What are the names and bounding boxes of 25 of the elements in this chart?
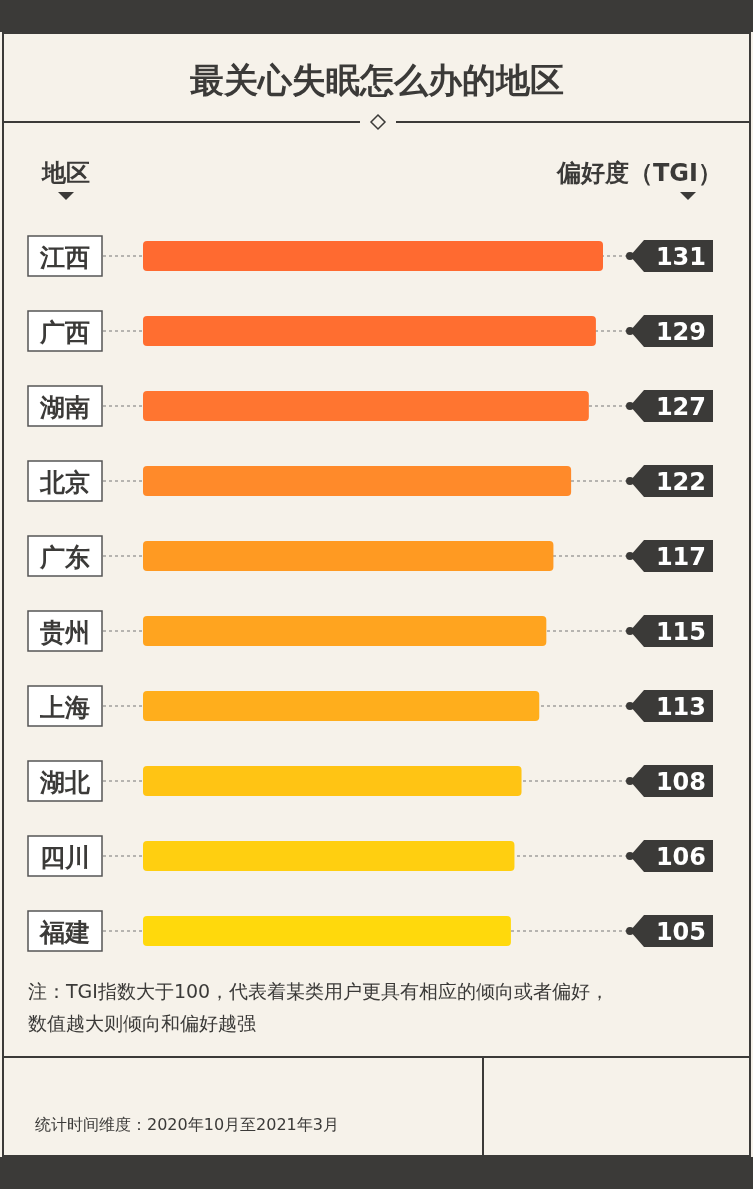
y-axis-title: 地区 [41, 159, 90, 187]
x-axis-title: 偏好度（TGI） [556, 159, 722, 187]
y-tick-label: 四川 [40, 843, 90, 872]
data-label: 106 [655, 843, 706, 871]
data-label: 131 [655, 243, 706, 271]
annotation: 注：TGI指数大于100，代表着某类用户更具有相应的倾向或者偏好，数值越大则倾向和偏好越强 [28, 980, 610, 1034]
chart-title: 最关心失眠怎么办的地区 [189, 60, 564, 100]
data-label: 113 [655, 693, 706, 721]
y-tick-label: 广西 [39, 318, 90, 347]
y-tick-label: 贵州 [39, 618, 90, 647]
data-label: 129 [655, 318, 706, 346]
data-label: 105 [655, 918, 706, 946]
data-label: 115 [655, 618, 706, 646]
data-label: 127 [655, 393, 706, 421]
data-label: 117 [655, 543, 706, 571]
data-label: 122 [655, 468, 706, 496]
y-tick-label: 上海 [39, 693, 90, 722]
text: 统计时间维度：2020年10月至2021年3月 [35, 1115, 339, 1134]
y-tick-label: 福建 [39, 918, 90, 947]
y-tick-label: 北京 [39, 468, 90, 497]
y-tick-label: 湖南 [39, 393, 90, 422]
y-tick-label: 湖北 [39, 768, 91, 797]
y-tick-label: 广东 [39, 543, 90, 572]
y-tick-label: 江西 [39, 243, 90, 272]
data-label: 108 [655, 768, 706, 796]
